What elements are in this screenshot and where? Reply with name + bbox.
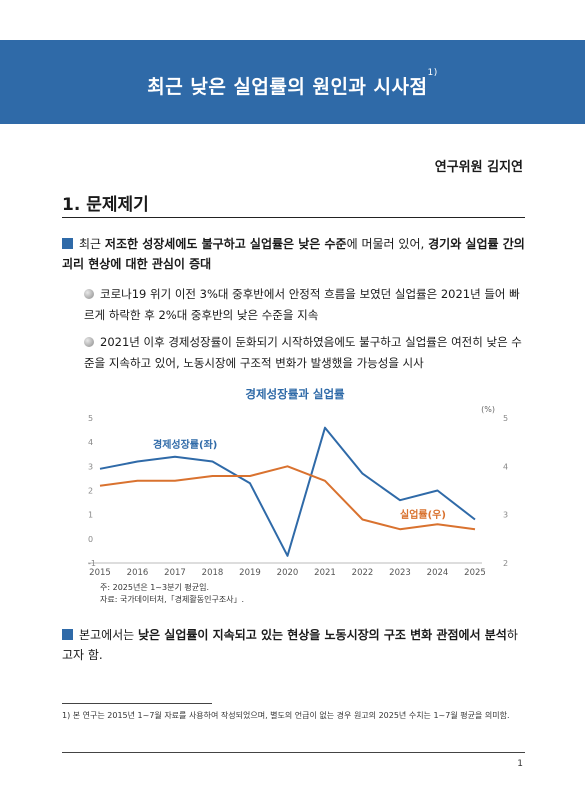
square-bullet-icon <box>62 629 73 640</box>
footer-rule <box>62 752 525 753</box>
unit-label: (%) <box>481 405 495 414</box>
section-rule <box>62 217 525 218</box>
left-tick-label: 1 <box>88 511 93 520</box>
author: 연구위원 김지연 <box>434 160 523 175</box>
x-tick-label: 2023 <box>389 568 411 577</box>
right-tick-label: 2 <box>503 559 508 568</box>
title-footnote-mark: 1) <box>427 68 438 78</box>
x-tick-label: 2025 <box>464 568 486 577</box>
sub-bullet-2: 2021년 이후 경제성장률이 둔화되기 시작하였음에도 불구하고 실업률은 여… <box>84 335 522 370</box>
left-tick-label: 2 <box>88 487 93 496</box>
section-heading: 1. 문제제기 <box>62 190 149 215</box>
square-bullet-icon <box>62 238 73 249</box>
page-number: 1 <box>517 759 523 769</box>
section-title: 문제제기 <box>86 195 149 215</box>
right-tick-label: 3 <box>503 511 508 520</box>
growth-series-label: 경제성장률(좌) <box>153 438 217 451</box>
unemployment-rate-line <box>99 465 476 531</box>
x-tick-label: 2017 <box>164 568 186 577</box>
chart-title: 경제성장률과 실업률 <box>245 387 345 401</box>
sub-bullet-1: 코로나19 위기 이전 3%대 중후반에서 안정적 흐름을 보였던 실업률은 2… <box>84 287 520 322</box>
left-tick-label: 0 <box>88 535 93 544</box>
round-bullet-icon <box>84 289 94 299</box>
right-tick-label: 4 <box>503 462 508 471</box>
x-tick-label: 2018 <box>202 568 224 577</box>
x-tick-label: 2016 <box>127 568 149 577</box>
chart-source: 자료: 국가데이터처,「경제활동인구조사」. <box>100 595 245 604</box>
footnote: 1) 본 연구는 2015년 1~7월 자료를 사용하여 작성되었으며, 별도의… <box>62 711 510 720</box>
page-title: 최근 낮은 실업률의 원인과 시사점1) <box>147 68 438 98</box>
footnote-rule <box>62 703 212 704</box>
x-tick-label: 2024 <box>427 568 449 577</box>
growth-unemployment-chart: 경제성장률과 실업률 (%) 5 4 3 2 1 0 -1 5 4 3 2 2015 2016 2017 201… <box>88 387 508 577</box>
left-tick-label: 5 <box>88 414 93 423</box>
left-tick-label: 3 <box>88 462 93 471</box>
left-tick-label: 4 <box>88 438 93 447</box>
growth-rate-line <box>99 426 476 557</box>
x-tick-label: 2015 <box>89 568 111 577</box>
left-tick-label: -1 <box>88 559 96 568</box>
x-tick-label: 2021 <box>314 568 336 577</box>
x-tick-label: 2019 <box>239 568 261 577</box>
bullet-2: 본고에서는 낮은 실업률이 지속되고 있는 현상을 노동시장의 구조 변화 관점… <box>62 628 518 662</box>
right-tick-label: 5 <box>503 414 508 423</box>
x-tick-label: 2020 <box>277 568 299 577</box>
header-band <box>0 40 585 124</box>
section-number: 1. <box>62 195 81 215</box>
x-tick-label: 2022 <box>352 568 374 577</box>
round-bullet-icon <box>84 337 94 347</box>
chart-note: 주: 2025년은 1~3분기 평균임. <box>100 583 209 592</box>
unemployment-series-label: 실업률(우) <box>400 508 446 521</box>
bullet-1: 최근 저조한 성장세에도 불구하고 실업률은 낮은 수준에 머물러 있어, 경기… <box>62 237 525 271</box>
